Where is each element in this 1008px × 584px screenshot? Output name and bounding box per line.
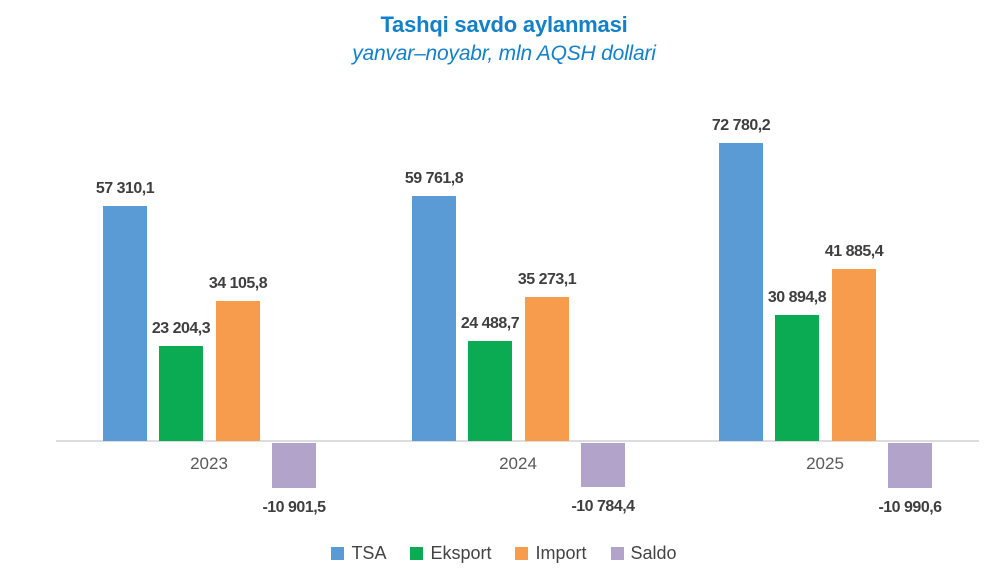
legend-label-tsa: TSA <box>351 543 387 563</box>
chart-title: Tashqi savdo aylanmasi <box>380 12 628 37</box>
value-label-eksport-2025: 30 894,8 <box>767 289 827 306</box>
x-axis-line <box>56 440 979 442</box>
category-label-2024: 2024 <box>499 454 537 473</box>
value-label-import-2024: 35 273,1 <box>517 271 577 288</box>
legend-swatch-eksport-icon <box>410 546 424 560</box>
legend-swatch-tsa-icon <box>331 546 345 560</box>
value-label-tsa-2024: 59 761,8 <box>404 170 464 187</box>
value-label-import-2025: 41 885,4 <box>824 243 884 260</box>
legend-swatch-saldo-icon <box>610 546 624 560</box>
value-label-tsa-2023: 57 310,1 <box>95 180 155 197</box>
value-label-eksport-2023: 23 204,3 <box>151 320 211 337</box>
legend-label-eksport: Eksport <box>430 543 492 563</box>
value-label-eksport-2024: 24 488,7 <box>460 315 520 332</box>
value-label-saldo-2023: -10 901,5 <box>262 499 326 516</box>
bar-saldo-2023 <box>272 443 316 488</box>
chart-subtitle: yanvar–noyabr, mln AQSH dollari <box>352 42 656 65</box>
value-label-import-2023: 34 105,8 <box>208 275 268 292</box>
value-label-saldo-2024: -10 784,4 <box>571 498 635 515</box>
bar-tsa-2024 <box>412 196 456 441</box>
legend-label-import: Import <box>535 543 587 563</box>
value-label-saldo-2025: -10 990,6 <box>878 499 942 516</box>
value-label-tsa-2025: 72 780,2 <box>711 117 771 134</box>
legend-item-tsa: TSA <box>331 543 386 563</box>
bar-import-2023 <box>216 301 260 441</box>
bar-eksport-2025 <box>775 315 819 441</box>
bar-tsa-2025 <box>719 143 763 441</box>
category-label-2025: 2025 <box>806 454 844 473</box>
legend-item-saldo: Saldo <box>610 543 677 563</box>
legend-swatch-import-icon <box>515 546 529 560</box>
category-label-2023: 2023 <box>190 454 228 473</box>
legend-item-import: Import <box>515 543 587 563</box>
bar-saldo-2025 <box>888 443 932 488</box>
bar-eksport-2023 <box>159 346 203 441</box>
legend-label-saldo: Saldo <box>630 543 677 563</box>
bar-saldo-2024 <box>581 443 625 487</box>
bar-import-2024 <box>525 297 569 441</box>
bar-eksport-2024 <box>468 341 512 441</box>
legend-item-eksport: Eksport <box>410 543 491 563</box>
bar-import-2025 <box>832 269 876 441</box>
bar-tsa-2023 <box>103 206 147 441</box>
legend: TSA Eksport Import Saldo <box>0 543 1008 563</box>
